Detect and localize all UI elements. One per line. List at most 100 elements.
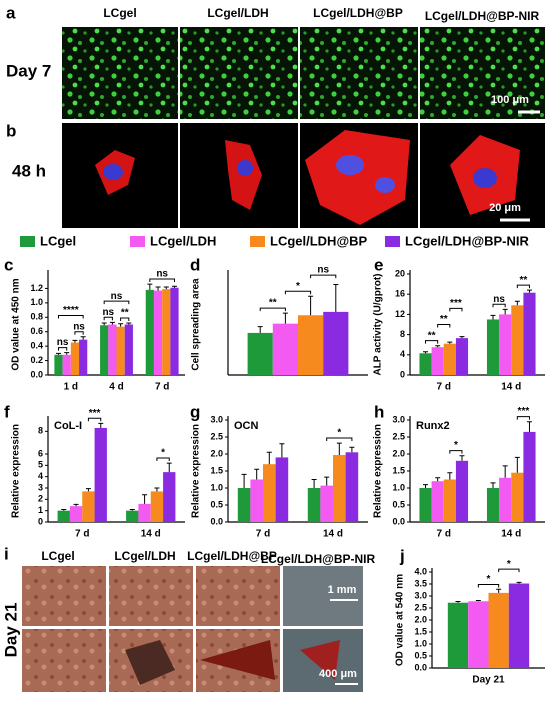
- column-label: LCgel/LDH@BP-NIR: [425, 9, 540, 23]
- y-tick-label: 4: [38, 471, 43, 481]
- bar: [499, 477, 512, 522]
- error-bar: [282, 312, 288, 324]
- y-tick-label: 8: [400, 329, 405, 339]
- significance-bracket: [120, 317, 130, 322]
- error-bar: [514, 456, 520, 473]
- panel-label: h: [374, 402, 384, 421]
- bar: [275, 457, 289, 522]
- y-tick-label: 8: [38, 426, 43, 436]
- error-bar: [266, 451, 272, 465]
- y-tick-label: 0.6: [30, 326, 43, 336]
- image: [62, 27, 178, 119]
- y-tick-label: 0.8: [30, 312, 43, 322]
- error-bar: [502, 308, 508, 315]
- significance-label: ns: [73, 321, 85, 332]
- error-bar: [73, 503, 79, 507]
- significance-bracket: [149, 278, 175, 283]
- y-tick-label: 0.0: [210, 516, 223, 526]
- y-tick-label: 0.2: [30, 355, 43, 365]
- error-bar: [349, 446, 355, 453]
- significance-bracket: [425, 340, 439, 344]
- y-tick-label: 1.5: [210, 465, 223, 475]
- legend-swatch: [130, 236, 145, 247]
- significance-bracket: [87, 417, 102, 422]
- significance-bracket: [516, 284, 530, 289]
- y-tick-label: 1.5: [414, 626, 427, 636]
- y-axis-label: OD value at 540 nm: [395, 574, 406, 666]
- bar: [455, 460, 469, 522]
- x-tick-label: Day 21: [472, 675, 505, 686]
- y-tick-label: 2.5: [210, 431, 223, 441]
- significance-label: **: [428, 330, 436, 341]
- row-label: Day 7: [6, 61, 51, 80]
- y-tick-label: 0.5: [210, 499, 223, 509]
- bar: [298, 315, 324, 375]
- error-bar: [64, 352, 70, 355]
- significance-label: ns: [111, 291, 123, 302]
- bar: [108, 324, 117, 375]
- bar: [499, 314, 512, 375]
- bar: [150, 491, 164, 522]
- y-tick-label: 0.4: [30, 341, 43, 351]
- error-bar: [490, 314, 496, 320]
- bar: [468, 601, 489, 668]
- scale-label: 100 μm: [491, 94, 529, 106]
- legend-label: LCgel/LDH@BP: [270, 233, 368, 248]
- significance-label: *: [161, 448, 165, 459]
- bar: [54, 354, 63, 375]
- panel-label: d: [190, 255, 200, 274]
- error-bar: [447, 472, 453, 480]
- y-tick-label: 4.0: [414, 566, 427, 576]
- panel-label: j: [399, 546, 405, 565]
- error-bar: [155, 286, 161, 291]
- bar: [307, 488, 321, 522]
- y-tick-label: 4: [400, 349, 405, 359]
- bar: [170, 287, 179, 375]
- panel-label: c: [4, 255, 13, 274]
- error-bar: [516, 581, 522, 584]
- panel-label: i: [4, 544, 9, 563]
- bar: [94, 427, 107, 522]
- error-bar: [435, 345, 441, 348]
- bar: [250, 479, 263, 522]
- x-tick-label: 7 d: [75, 529, 89, 540]
- error-bar: [257, 326, 263, 333]
- significance-bracket: [449, 450, 463, 454]
- y-axis-label: ALP activity (U/gprot): [373, 273, 384, 375]
- y-tick-label: 1.0: [210, 482, 223, 492]
- significance-bracket: [437, 324, 451, 328]
- error-bar: [435, 477, 441, 482]
- error-bar: [61, 509, 67, 511]
- bar: [69, 506, 83, 522]
- significance-bracket: [477, 583, 500, 588]
- y-tick-label: 1: [38, 505, 43, 515]
- error-bar: [526, 421, 532, 432]
- y-tick-label: 0.0: [30, 369, 43, 379]
- bar: [455, 338, 469, 375]
- error-bar: [163, 286, 169, 290]
- y-tick-label: 2.0: [210, 448, 223, 458]
- column-label: LCgel/LDH@BP-NIR: [261, 552, 376, 566]
- significance-label: ns: [156, 269, 168, 280]
- error-bar: [526, 289, 532, 293]
- y-tick-label: 1.0: [392, 482, 405, 492]
- error-bar: [447, 341, 453, 344]
- error-bar: [72, 339, 78, 343]
- error-bar: [459, 455, 465, 461]
- x-tick-label: 7 d: [437, 382, 451, 393]
- bar: [272, 323, 298, 375]
- significance-bracket: [326, 437, 353, 442]
- significance-bracket: [74, 331, 84, 335]
- bar: [124, 324, 133, 375]
- significance-bracket: [516, 416, 530, 420]
- error-bar: [147, 283, 153, 290]
- error-bar: [514, 300, 520, 306]
- significance-bracket: [259, 307, 286, 312]
- panel-label: g: [190, 402, 200, 421]
- significance-bracket: [103, 300, 130, 305]
- x-tick-label: 14 d: [501, 382, 521, 393]
- significance-label: **: [440, 314, 448, 325]
- image: [22, 566, 363, 692]
- error-bar: [241, 473, 247, 488]
- bar: [333, 455, 346, 522]
